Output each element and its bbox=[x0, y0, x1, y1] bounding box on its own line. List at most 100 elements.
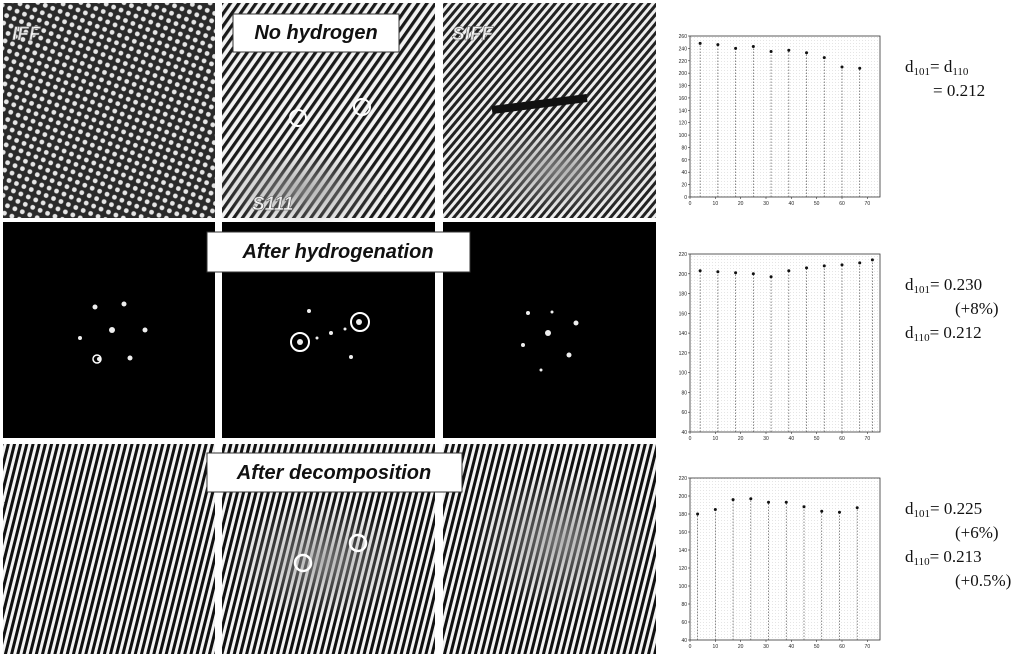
x-tick-label: 10 bbox=[713, 644, 719, 650]
y-tick-label: 220 bbox=[679, 59, 688, 65]
spacing-note: d110= 0.212 bbox=[905, 323, 982, 344]
y-tick-label: 200 bbox=[679, 71, 688, 77]
y-tick-label: 180 bbox=[679, 292, 688, 298]
profile-peak bbox=[752, 45, 755, 48]
y-tick-label: 40 bbox=[681, 170, 687, 176]
y-tick-label: 80 bbox=[681, 602, 687, 608]
x-tick-label: 0 bbox=[689, 436, 692, 442]
spacing-note: = 0.212 bbox=[933, 81, 985, 100]
banner: No hydrogen bbox=[254, 22, 377, 44]
x-tick-label: 70 bbox=[865, 644, 871, 650]
x-tick-label: 0 bbox=[689, 644, 692, 650]
x-tick-label: 30 bbox=[763, 201, 769, 207]
profile-peak bbox=[699, 42, 702, 45]
y-tick-label: 180 bbox=[679, 84, 688, 90]
profile-peak bbox=[714, 508, 717, 511]
y-tick-label: 100 bbox=[679, 371, 688, 377]
y-tick-label: 60 bbox=[681, 410, 687, 416]
profile-peak bbox=[803, 505, 806, 508]
profile-peak bbox=[696, 513, 699, 516]
profile-peak bbox=[841, 263, 844, 266]
y-tick-label: 220 bbox=[679, 476, 688, 482]
diffraction bbox=[443, 222, 656, 438]
y-tick-label: 140 bbox=[679, 108, 688, 114]
y-tick-label: 160 bbox=[679, 530, 688, 536]
spacing-note: d101= 0.230 bbox=[905, 275, 982, 296]
profile-peak bbox=[823, 264, 826, 267]
row-1-images: IFF S111 SIFF No hydrogen bbox=[3, 3, 660, 230]
x-tick-label: 50 bbox=[814, 644, 820, 650]
y-tick-label: 220 bbox=[679, 252, 688, 258]
profile-peak bbox=[871, 258, 874, 261]
y-tick-label: 200 bbox=[679, 272, 688, 278]
y-tick-label: 140 bbox=[679, 331, 688, 337]
subscript: 101 bbox=[914, 66, 931, 78]
profile-peak bbox=[823, 56, 826, 59]
profile-peak bbox=[734, 271, 737, 274]
plot-area bbox=[690, 254, 880, 432]
note-text: = 0.230 bbox=[930, 275, 982, 294]
banner: After hydrogenation bbox=[241, 241, 433, 263]
y-tick-label: 20 bbox=[681, 183, 687, 189]
x-tick-label: 20 bbox=[738, 436, 744, 442]
profile-peak bbox=[699, 269, 702, 272]
note-text: (+6%) bbox=[955, 523, 999, 542]
profile-peak bbox=[841, 65, 844, 68]
y-tick-label: 80 bbox=[681, 145, 687, 151]
profile-peak bbox=[734, 47, 737, 50]
y-tick-label: 140 bbox=[679, 548, 688, 554]
x-tick-label: 60 bbox=[839, 436, 845, 442]
profile-peak bbox=[767, 501, 770, 504]
y-tick-label: 160 bbox=[679, 96, 688, 102]
x-tick-label: 20 bbox=[738, 644, 744, 650]
y-tick-label: 180 bbox=[679, 512, 688, 518]
profile-peak bbox=[820, 510, 823, 513]
profile-peak bbox=[749, 497, 752, 500]
x-tick-label: 70 bbox=[865, 436, 871, 442]
haze bbox=[460, 125, 660, 215]
x-tick-label: 20 bbox=[738, 201, 744, 207]
spacing-note: d101= d110 bbox=[905, 57, 969, 78]
profile-peak bbox=[838, 511, 841, 514]
row-2-images: After hydrogenation bbox=[3, 222, 656, 438]
y-tick-label: 60 bbox=[681, 620, 687, 626]
row-3-images: After decomposition bbox=[3, 444, 656, 654]
profile-peak bbox=[770, 275, 773, 278]
profile-peak bbox=[856, 506, 859, 509]
x-tick-label: 40 bbox=[789, 201, 795, 207]
image-label: IFF bbox=[12, 24, 42, 45]
note-text: = 0.212 bbox=[930, 323, 982, 342]
y-tick-label: 80 bbox=[681, 390, 687, 396]
y-tick-label: 40 bbox=[681, 638, 687, 644]
profile-plot: 0204060801001201401601802002202402600102… bbox=[679, 34, 985, 207]
subscript: 101 bbox=[914, 508, 931, 520]
haze bbox=[230, 500, 410, 620]
subscript: 101 bbox=[914, 284, 931, 296]
profile-peak bbox=[858, 261, 861, 264]
x-tick-label: 30 bbox=[763, 436, 769, 442]
x-tick-label: 10 bbox=[713, 436, 719, 442]
y-tick-label: 160 bbox=[679, 311, 688, 317]
x-tick-label: 60 bbox=[839, 201, 845, 207]
x-tick-label: 0 bbox=[689, 201, 692, 207]
profile-peak bbox=[752, 272, 755, 275]
note-text: = 0.213 bbox=[930, 547, 982, 566]
y-tick-label: 120 bbox=[679, 351, 688, 357]
note-text: (+8%) bbox=[955, 299, 999, 318]
profile-peak bbox=[732, 498, 735, 501]
banner: After decomposition bbox=[236, 462, 431, 484]
profile-peak bbox=[716, 270, 719, 273]
y-tick-label: 240 bbox=[679, 46, 688, 52]
y-tick-label: 0 bbox=[684, 195, 687, 201]
note-text: (+0.5%) bbox=[955, 571, 1011, 590]
profile-peak bbox=[787, 49, 790, 52]
y-tick-label: 120 bbox=[679, 566, 688, 572]
profile-peak bbox=[785, 501, 788, 504]
spacing-note: (+0.5%) bbox=[955, 571, 1011, 590]
subscript: 110 bbox=[914, 332, 931, 344]
image-label: S111 bbox=[252, 194, 294, 215]
profile-peak bbox=[805, 266, 808, 269]
micrograph bbox=[3, 444, 215, 654]
